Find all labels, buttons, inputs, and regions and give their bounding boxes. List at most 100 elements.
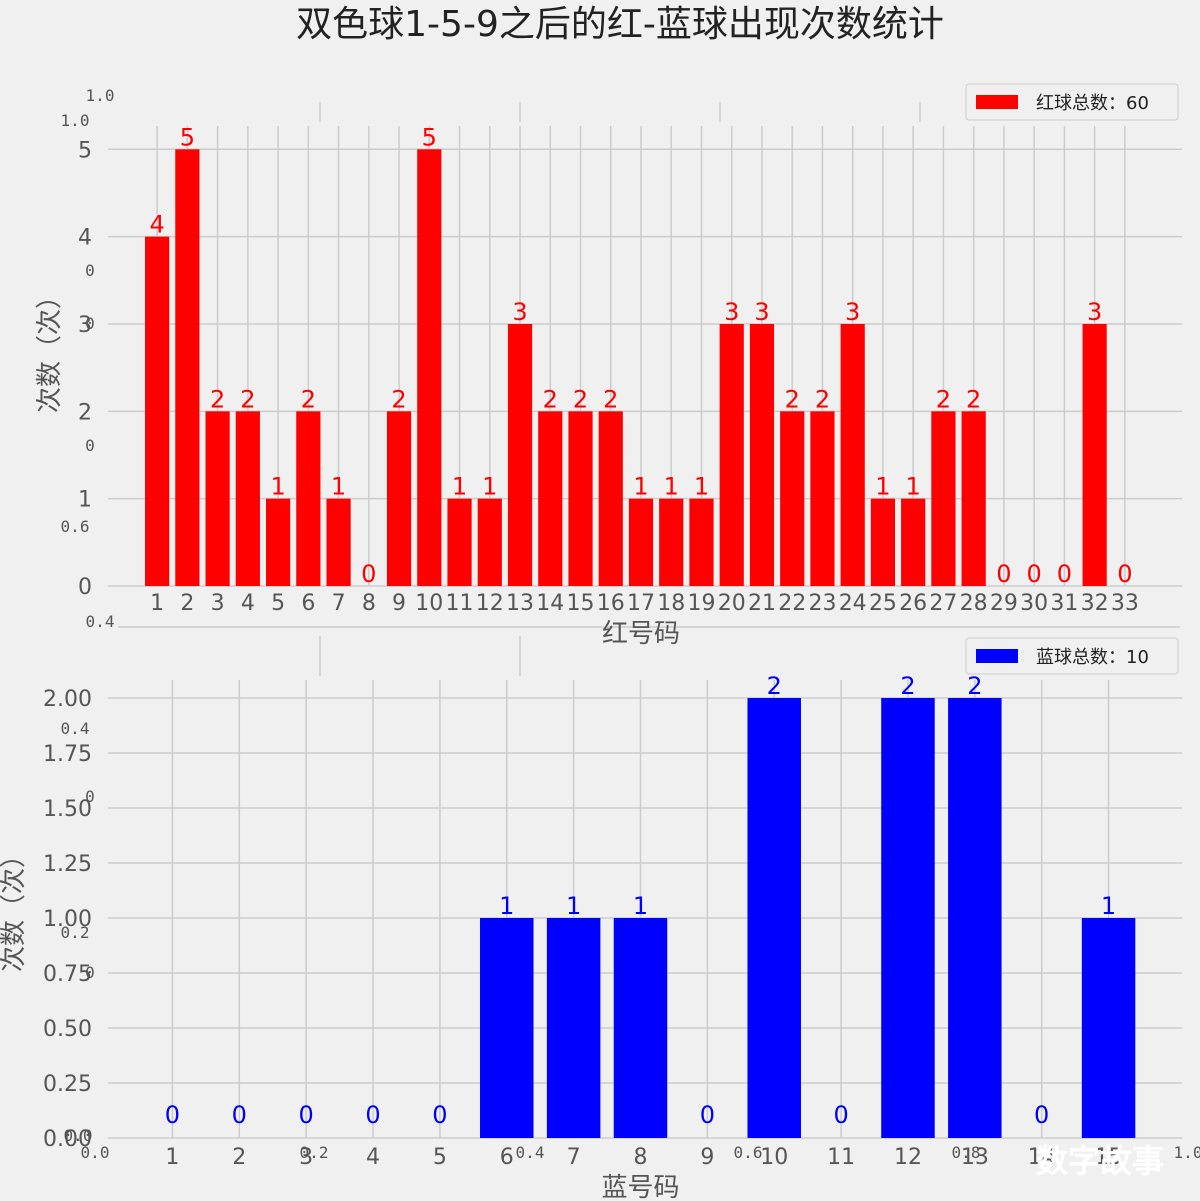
- bar-value-label: 0: [365, 1101, 380, 1129]
- ytick-label: 3: [78, 313, 92, 338]
- xtick-label: 3: [299, 1145, 313, 1170]
- bar-value-label: 1: [906, 473, 921, 501]
- ghost-ytick-label: 0: [85, 261, 95, 280]
- ytick-label: 2.00: [43, 687, 92, 712]
- bar: [538, 411, 563, 586]
- ghost-ytick-label: 0: [85, 436, 95, 455]
- bar: [628, 498, 654, 586]
- xtick-label: 14: [1028, 1145, 1056, 1170]
- ghost-ytick-label: 0.4: [86, 612, 115, 631]
- xtick-label: 20: [718, 591, 746, 616]
- bar: [386, 411, 412, 586]
- bar-value-label: 0: [996, 560, 1011, 588]
- bar-value-label: 1: [499, 892, 514, 920]
- bar-value-label: 0: [833, 1101, 848, 1129]
- bar-value-label: 0: [361, 560, 376, 588]
- red-ball-chart: 0123454152232415261708295101111123132142…: [35, 83, 1182, 649]
- bar-value-label: 0: [432, 1101, 447, 1129]
- bar-value-label: 2: [900, 672, 915, 700]
- bar: [810, 411, 835, 586]
- bar-value-label: 2: [815, 385, 830, 413]
- ghost-ytick-label: 0: [85, 314, 95, 333]
- ghost-ytick-label: 0.0: [64, 1126, 93, 1145]
- bar-value-label: 1: [566, 892, 581, 920]
- bar: [507, 323, 533, 586]
- watermark-text: 数字故事: [1036, 1142, 1164, 1180]
- xtick-label: 8: [634, 1145, 648, 1170]
- bar: [598, 411, 623, 586]
- bar: [659, 498, 684, 586]
- bar: [546, 918, 601, 1138]
- bar: [613, 918, 668, 1138]
- y-axis-label: 次数（次）: [35, 283, 65, 413]
- bar-value-label: 0: [165, 1101, 180, 1129]
- y-axis-label: 次数（次）: [0, 842, 29, 972]
- bar: [780, 411, 805, 586]
- bar-value-label: 2: [967, 672, 982, 700]
- bar: [205, 411, 230, 586]
- xtick-label: 8: [362, 591, 376, 616]
- xtick-label: 4: [366, 1145, 380, 1170]
- bar: [477, 498, 502, 586]
- bar: [870, 498, 896, 586]
- xtick-label: 6: [500, 1145, 514, 1170]
- bar-value-label: 1: [482, 473, 497, 501]
- bar: [881, 698, 935, 1138]
- bar: [1082, 323, 1107, 586]
- xtick-label: 13: [961, 1145, 989, 1170]
- chart-title: 双色球1-5-9之后的红-蓝球出现次数统计: [296, 4, 944, 45]
- legend-box: [965, 637, 1179, 675]
- xtick-label: 6: [301, 591, 315, 616]
- bar: [265, 498, 291, 586]
- xtick-label: 19: [687, 591, 715, 616]
- xtick-label: 28: [960, 591, 988, 616]
- xtick-label: 15: [567, 591, 595, 616]
- xtick-label: 7: [567, 1145, 581, 1170]
- bar: [480, 918, 534, 1138]
- bar-value-label: 1: [633, 892, 648, 920]
- blue-ball-chart: 0.000.250.500.751.001.251.501.752.000102…: [0, 637, 1182, 1201]
- bar-value-label: 2: [301, 385, 316, 413]
- xtick-label: 18: [657, 591, 685, 616]
- ytick-label: 0.25: [43, 1072, 92, 1097]
- xtick-label: 24: [839, 591, 867, 616]
- xtick-label: 12: [476, 591, 504, 616]
- ytick-label: 1.50: [43, 797, 92, 822]
- ytick-label: 1.75: [43, 742, 92, 767]
- bar-value-label: 2: [966, 385, 981, 413]
- ghost-ytick-label: 0: [85, 787, 95, 806]
- ghost-xtick-label: 1.0: [1174, 1143, 1200, 1162]
- x-axis-label: 蓝号码: [601, 1173, 679, 1201]
- bar: [961, 411, 986, 586]
- bar: [568, 411, 593, 586]
- ytick-label: 2: [78, 400, 92, 425]
- xtick-label: 7: [332, 591, 346, 616]
- bar-value-label: 0: [700, 1101, 715, 1129]
- bar-value-label: 5: [180, 123, 195, 151]
- ghost-xtick-label: 0.6: [734, 1143, 763, 1162]
- ytick-label: 0.75: [43, 962, 92, 987]
- legend-label: 蓝球总数：10: [1036, 647, 1149, 668]
- xtick-label: 21: [748, 591, 776, 616]
- xtick-label: 14: [536, 591, 564, 616]
- xtick-label: 9: [392, 591, 406, 616]
- bar-value-label: 0: [1057, 560, 1072, 588]
- bar-value-label: 0: [299, 1101, 314, 1129]
- ytick-label: 1.00: [43, 907, 92, 932]
- bar-value-label: 3: [845, 298, 860, 326]
- bar-value-label: 2: [573, 385, 588, 413]
- xtick-label: 5: [433, 1145, 447, 1170]
- bar-value-label: 0: [1027, 560, 1042, 588]
- xtick-label: 25: [869, 591, 897, 616]
- xtick-label: 12: [894, 1145, 922, 1170]
- legend-label: 红球总数：60: [1036, 93, 1149, 114]
- ghost-xtick-label: 0.8: [952, 1143, 981, 1162]
- bar-value-label: 2: [767, 672, 782, 700]
- xtick-label: 5: [271, 591, 285, 616]
- ytick-label: 1: [78, 488, 92, 513]
- x-axis-label: 红号码: [602, 619, 680, 649]
- xtick-label: 30: [1020, 591, 1048, 616]
- ytick-label: 0.50: [43, 1017, 92, 1042]
